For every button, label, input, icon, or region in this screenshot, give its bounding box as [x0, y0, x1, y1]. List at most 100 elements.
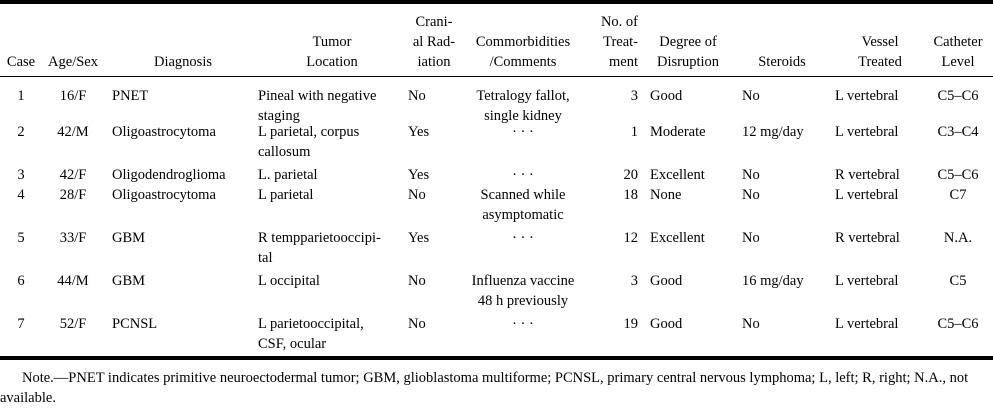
cell-treatments: 20 [623, 167, 639, 183]
cell-case: 7 [17, 316, 25, 332]
cell-diagnosis: Oligoastrocytoma [112, 124, 216, 140]
cell-line: · · · [512, 316, 534, 332]
column-header-case: Case [0, 8, 42, 72]
cell-steroids: 12 mg/day [742, 124, 804, 140]
cell-case: 5 [17, 230, 25, 246]
column-header-line: Diagnosis [154, 54, 212, 70]
cell-location: L occipital [258, 271, 406, 291]
cell-line: L parietooccipital, [258, 316, 364, 332]
cell-radiation: No [408, 316, 426, 332]
column-header-line: al Rad- [412, 34, 456, 50]
cell-catheter: C5 [949, 273, 967, 289]
cell-catheter: C3–C4 [937, 124, 979, 140]
cell-location: L parietooccipital, CSF, ocular [258, 314, 406, 354]
cell-comments: · · · [458, 122, 588, 142]
cell-radiation: No [408, 273, 426, 289]
cell-diagnosis: PNET [112, 88, 149, 104]
cell-vessel: R vertebral [835, 167, 900, 183]
cell-case: 6 [17, 273, 25, 289]
cell-case: 2 [17, 124, 25, 140]
cell-catheter: N.A. [943, 230, 973, 246]
cell-location: R tempparietooccipi-tal [258, 228, 406, 268]
cell-age-sex: 33/F [59, 230, 87, 246]
cell-line: Influenza vaccine [471, 273, 575, 289]
table-bottom-rule [0, 356, 993, 360]
cell-catheter: C5–C6 [937, 167, 979, 183]
cell-catheter: C5–C6 [937, 88, 979, 104]
cell-age-sex: 42/F [59, 167, 87, 183]
column-header-line: Catheter [933, 34, 983, 50]
cell-location: L. parietal [258, 165, 406, 185]
table-header-rule [0, 76, 993, 77]
cell-comments: Scanned while asymptomatic [458, 185, 588, 225]
cell-radiation: Yes [408, 230, 430, 246]
cell-diagnosis: Oligoastrocytoma [112, 187, 216, 203]
cell-disruption: Good [650, 273, 683, 289]
cell-line: · · · [512, 167, 534, 183]
cell-catheter: C7 [949, 187, 967, 203]
cell-line: L parietal [258, 187, 314, 203]
cell-treatments: 3 [630, 273, 638, 289]
cell-steroids: No [742, 187, 760, 203]
cell-vessel: L vertebral [835, 316, 899, 332]
cell-line: L parietal, corpus [258, 124, 360, 140]
column-header-line: Disruption [656, 54, 720, 70]
column-header-line: Vessel [861, 34, 899, 50]
column-header-line: Crani- [415, 14, 453, 30]
cell-comments: Influenza vaccine 48 h previously [458, 271, 588, 311]
cell-radiation: No [408, 88, 426, 104]
cell-steroids: No [742, 316, 760, 332]
column-header-age-sex: Age/Sex [42, 8, 104, 72]
column-header-line: ment [609, 54, 638, 70]
column-header-line: iation [417, 54, 451, 70]
cell-vessel: L vertebral [835, 187, 899, 203]
cell-line: single kidney [484, 108, 562, 124]
cell-line: · · · [512, 124, 534, 140]
cell-line: asymptomatic [482, 207, 564, 223]
cell-vessel: L vertebral [835, 273, 899, 289]
cell-age-sex: 16/F [59, 88, 87, 104]
column-header-line: Tumor [312, 34, 352, 50]
column-header-line: Location [306, 54, 358, 70]
cell-steroids: No [742, 88, 760, 104]
cell-treatments: 19 [623, 316, 639, 332]
cell-disruption: None [650, 187, 682, 203]
cell-line: staging [258, 108, 300, 124]
cell-line: Tetralogy fallot, [476, 88, 570, 104]
cell-treatments: 1 [630, 124, 638, 140]
cell-vessel: L vertebral [835, 124, 899, 140]
column-header-line: Age/Sex [48, 54, 98, 70]
column-header-comments: Commorbidities/Comments [458, 8, 588, 72]
column-header-line: Level [941, 54, 975, 70]
cell-comments: · · · [458, 314, 588, 334]
column-header-line: Treated [858, 54, 902, 70]
cell-age-sex: 52/F [59, 316, 87, 332]
cell-diagnosis: GBM [112, 230, 146, 246]
cell-case: 3 [17, 167, 25, 183]
cell-line: 48 h previously [477, 293, 569, 309]
cell-age-sex: 44/M [57, 273, 89, 289]
cell-line: R tempparietooccipi- [258, 230, 381, 246]
cell-steroids: No [742, 167, 760, 183]
cell-treatments: 12 [623, 230, 639, 246]
cell-comments: · · · [458, 228, 588, 248]
cell-comments: · · · [458, 165, 588, 185]
column-header-line: Degree of [659, 34, 717, 50]
cell-location: L parietal, corpus callosum [258, 122, 406, 162]
column-header-line: Commorbidities [475, 34, 571, 50]
cell-line: L. parietal [258, 167, 318, 183]
column-header-line: /Comments [489, 54, 557, 70]
column-header-line: Case [6, 54, 36, 70]
table-top-rule [0, 0, 993, 4]
cell-disruption: Excellent [650, 167, 705, 183]
cell-line: L occipital [258, 273, 320, 289]
cell-diagnosis: Oligodendroglioma [112, 167, 226, 183]
cell-line: Pineal with negative [258, 88, 377, 104]
cell-radiation: Yes [408, 124, 430, 140]
cell-treatments: 3 [630, 88, 638, 104]
cell-line: · · · [512, 230, 534, 246]
column-header-treatments: No. of Treat-ment [590, 8, 638, 72]
cell-treatments: 18 [623, 187, 639, 203]
cell-line: CSF, ocular [258, 336, 327, 352]
cell-disruption: Good [650, 316, 683, 332]
